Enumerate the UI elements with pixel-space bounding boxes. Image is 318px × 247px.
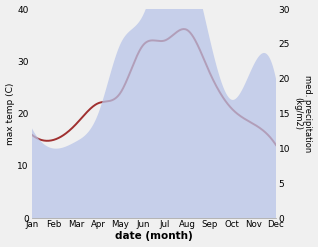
Y-axis label: med. precipitation
(kg/m2): med. precipitation (kg/m2) xyxy=(293,75,313,152)
Y-axis label: max temp (C): max temp (C) xyxy=(5,82,15,145)
X-axis label: date (month): date (month) xyxy=(115,231,193,242)
